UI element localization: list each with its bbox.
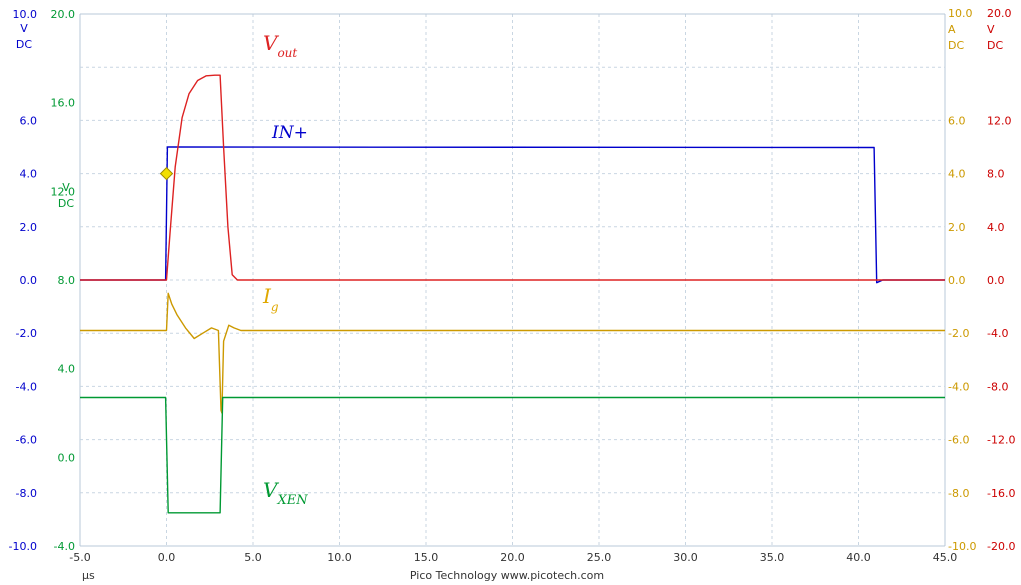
left_blue-tick-label: -6.0: [16, 434, 37, 447]
left_blue-tick-label: 10.0: [13, 8, 38, 21]
trace-vxen: [80, 396, 945, 514]
left_green-unit-label: V: [62, 181, 70, 194]
right_red-tick-label: -16.0: [987, 487, 1015, 500]
x-tick-label: 25.0: [587, 551, 612, 564]
left_blue-tick-label: 0.0: [20, 274, 38, 287]
left_green-tick-label: 4.0: [58, 363, 76, 376]
right_orange-tick-label: 6.0: [948, 114, 966, 127]
x-axis-unit: µs: [82, 569, 95, 582]
right_orange-tick-label: -2.0: [948, 327, 969, 340]
right_orange-tick-label: -6.0: [948, 434, 969, 447]
left_blue-tick-label: 4.0: [20, 168, 38, 181]
left_green-tick-label: 0.0: [58, 451, 76, 464]
left_green-unit-label: DC: [58, 197, 74, 210]
left_green-tick-label: 20.0: [51, 8, 76, 21]
trace-vout: [80, 74, 945, 281]
right_orange-tick-label: -4.0: [948, 380, 969, 393]
right_red-tick-label: 12.0: [987, 114, 1012, 127]
left_blue-tick-label: 6.0: [20, 114, 38, 127]
annotation-label: Ig: [262, 284, 279, 314]
x-tick-label: 10.0: [327, 551, 352, 564]
x-tick-label: 40.0: [846, 551, 871, 564]
x-tick-label: 30.0: [673, 551, 698, 564]
right_red-tick-label: -8.0: [987, 380, 1008, 393]
right_red-tick-label: -12.0: [987, 434, 1015, 447]
annotation-label: VXEN: [263, 478, 308, 508]
left_green-tick-label: 12.0: [51, 185, 76, 198]
left_blue-tick-label: -4.0: [16, 380, 37, 393]
annotation-label: Vout: [263, 31, 297, 60]
traces: [80, 74, 945, 514]
x-tick-label: 5.0: [244, 551, 262, 564]
x-tick-label: 0.0: [158, 551, 176, 564]
right_red-tick-label: 8.0: [987, 168, 1005, 181]
right_orange-unit-label: A: [948, 23, 956, 36]
right_red-tick-label: -4.0: [987, 327, 1008, 340]
x-tick-label: 45.0: [933, 551, 958, 564]
x-tick-label: 35.0: [760, 551, 785, 564]
left_blue-tick-label: -10.0: [9, 540, 37, 553]
right_orange-unit-label: 10.0: [948, 7, 973, 20]
x-tick-label: 20.0: [500, 551, 525, 564]
left_blue-tick-label: 2.0: [20, 221, 38, 234]
right_red-unit-label: DC: [987, 39, 1003, 52]
x-tick-label: 15.0: [414, 551, 439, 564]
axis-unit-labels: V DC V DC 10.0 A DC 20.0 V DC: [16, 7, 1012, 210]
right_orange-unit-label: DC: [948, 39, 964, 52]
right_orange-tick-label: -8.0: [948, 487, 969, 500]
right_red-unit-label: V: [987, 23, 995, 36]
right_red-tick-label: 4.0: [987, 221, 1005, 234]
right_orange-tick-label: 0.0: [948, 274, 966, 287]
tick-labels: -5.0 0.0 5.0 10.0 15.0 20.0 25.0 30.0 35.0 40.0 45…: [9, 8, 1016, 564]
right_red-tick-label: -20.0: [987, 540, 1015, 553]
footer-text: Pico Technology www.picotech.com: [410, 569, 604, 582]
left_blue-unit-label: DC: [16, 38, 32, 51]
right_red-unit-label: 20.0: [987, 7, 1012, 20]
left_blue-unit-label: V: [20, 22, 28, 35]
left_green-tick-label: 8.0: [58, 274, 76, 287]
left_blue-tick-label: -8.0: [16, 487, 37, 500]
left_green-tick-label: -4.0: [54, 540, 75, 553]
left_green-tick-label: 16.0: [51, 97, 76, 110]
right_orange-tick-label: -10.0: [948, 540, 976, 553]
annotations: Vout IN+ Ig VXEN: [262, 31, 308, 508]
x-tick-label: -5.0: [69, 551, 90, 564]
right_orange-tick-label: 2.0: [948, 221, 966, 234]
right_red-tick-label: 0.0: [987, 274, 1005, 287]
right_orange-tick-label: 4.0: [948, 168, 966, 181]
left_blue-tick-label: -2.0: [16, 327, 37, 340]
trace-ig: [80, 292, 945, 414]
trigger-marker[interactable]: [159, 166, 174, 181]
annotation-label: IN+: [271, 123, 308, 143]
